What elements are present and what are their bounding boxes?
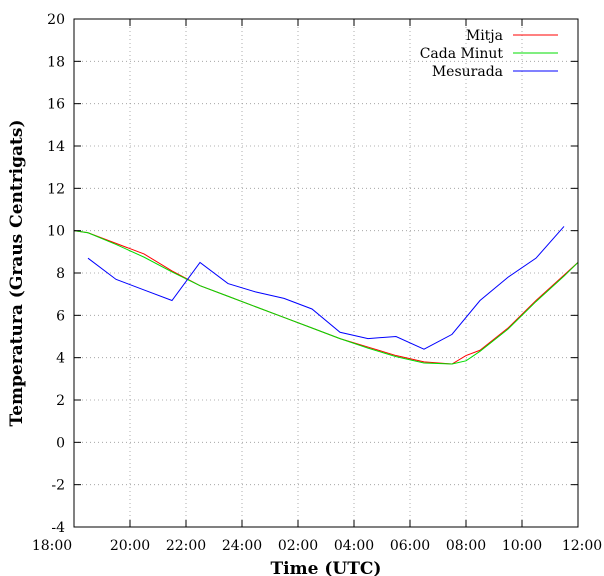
y-axis-title: Temperatura (Graus Centrigats)	[7, 119, 27, 426]
y-tick-label: 2	[56, 393, 65, 409]
y-tick-label: 4	[56, 351, 65, 367]
legend-label: Mitja	[466, 28, 503, 44]
y-tick-label: 6	[56, 308, 65, 324]
y-tick-label: 16	[47, 97, 65, 113]
series-lines	[73, 226, 579, 365]
x-tick-label: 08:00	[446, 538, 486, 554]
y-tick-label: 12	[47, 181, 65, 197]
x-tick-label: 18:00	[32, 538, 72, 554]
x-axis-title: Time (UTC)	[271, 559, 382, 576]
y-tick-label: 0	[56, 435, 65, 451]
y-tick-label: -4	[51, 520, 65, 536]
y-tick-label: 20	[47, 12, 65, 28]
legend-label: Mesurada	[432, 64, 503, 80]
x-tick-label: 04:00	[334, 538, 374, 554]
y-tick-label: 18	[47, 54, 65, 70]
axis-ticks: -4 -2 0 2 4 6 8 10 12 14 16 18 20 18:00 20:00 22:00 24:0…	[32, 12, 602, 554]
x-tick-label: 12:00	[562, 538, 602, 554]
legend: Mitja Cada Minut Mesurada	[420, 28, 558, 80]
y-tick-label: 8	[56, 266, 65, 282]
x-tick-label: 10:00	[502, 538, 542, 554]
legend-label: Cada Minut	[420, 46, 504, 62]
y-tick-label: -2	[51, 478, 65, 494]
x-tick-label: 24:00	[222, 538, 262, 554]
x-tick-label: 02:00	[278, 538, 318, 554]
x-tick-label: 06:00	[390, 538, 430, 554]
x-tick-label: 22:00	[166, 538, 206, 554]
x-tick-label: 20:00	[110, 538, 150, 554]
series-line-mitja	[73, 230, 579, 365]
y-tick-label: 14	[47, 139, 65, 155]
series-line-cada-minut	[73, 230, 579, 365]
grid	[74, 19, 578, 527]
y-tick-label: 10	[47, 224, 65, 240]
series-line-mesurada	[87, 226, 565, 350]
